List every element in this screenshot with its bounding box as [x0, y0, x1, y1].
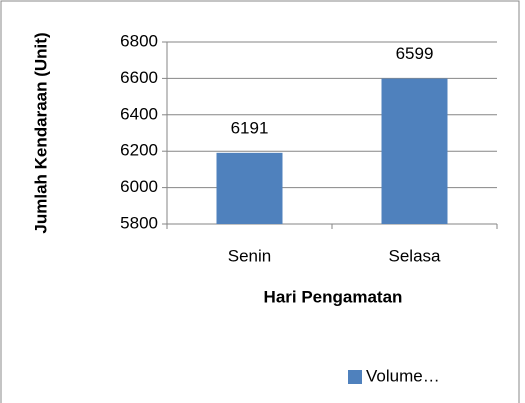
data-label: 6191 — [231, 118, 269, 137]
y-tick-label: 5800 — [120, 213, 158, 232]
y-tick-label: 6200 — [120, 141, 158, 160]
y-tick-label: 6600 — [120, 68, 158, 87]
y-tick-label: 6000 — [120, 177, 158, 196]
y-axis-title: Jumlah Kendaraan (Unit) — [31, 32, 50, 233]
legend-label: Volume… — [366, 366, 440, 385]
y-tick-label: 6400 — [120, 104, 158, 123]
legend-swatch — [348, 370, 362, 384]
bar — [216, 152, 283, 224]
data-label: 6599 — [396, 44, 434, 63]
bar — [381, 78, 448, 224]
x-axis-title: Hari Pengamatan — [264, 287, 403, 306]
x-tick-label: Selasa — [389, 246, 442, 265]
x-tick-label: Senin — [228, 246, 271, 265]
y-tick-label: 6800 — [120, 31, 158, 50]
